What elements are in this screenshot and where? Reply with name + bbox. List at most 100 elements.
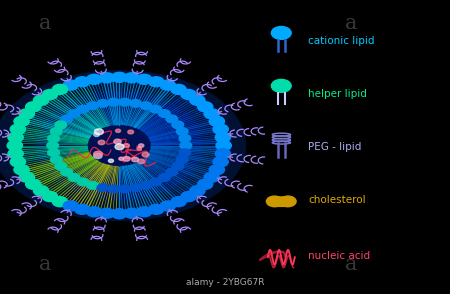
Circle shape bbox=[176, 156, 188, 163]
Circle shape bbox=[150, 105, 162, 113]
Circle shape bbox=[116, 129, 121, 132]
Circle shape bbox=[10, 124, 26, 134]
Text: a: a bbox=[345, 14, 357, 33]
Circle shape bbox=[94, 151, 103, 157]
Circle shape bbox=[181, 89, 196, 99]
Circle shape bbox=[33, 186, 49, 196]
Circle shape bbox=[160, 201, 176, 211]
Circle shape bbox=[172, 121, 184, 129]
Circle shape bbox=[42, 89, 58, 99]
Text: a: a bbox=[345, 255, 357, 274]
Circle shape bbox=[86, 207, 102, 217]
Circle shape bbox=[33, 95, 49, 105]
Circle shape bbox=[19, 172, 35, 182]
Circle shape bbox=[124, 73, 140, 83]
Circle shape bbox=[140, 102, 152, 110]
Circle shape bbox=[138, 159, 144, 164]
Circle shape bbox=[115, 144, 124, 150]
Circle shape bbox=[68, 174, 80, 181]
Circle shape bbox=[158, 110, 170, 117]
Circle shape bbox=[55, 162, 67, 170]
Circle shape bbox=[172, 162, 184, 170]
Circle shape bbox=[216, 141, 231, 151]
Circle shape bbox=[108, 159, 113, 163]
Circle shape bbox=[77, 105, 89, 113]
Text: cationic lipid: cationic lipid bbox=[308, 36, 375, 46]
Circle shape bbox=[47, 142, 58, 149]
Circle shape bbox=[128, 130, 134, 134]
Circle shape bbox=[52, 84, 68, 94]
Circle shape bbox=[119, 98, 130, 106]
Circle shape bbox=[75, 204, 90, 214]
Circle shape bbox=[112, 209, 127, 219]
Circle shape bbox=[148, 77, 164, 87]
Text: a: a bbox=[39, 255, 51, 274]
Circle shape bbox=[61, 168, 72, 176]
Circle shape bbox=[209, 165, 225, 175]
Circle shape bbox=[166, 168, 178, 176]
Circle shape bbox=[87, 102, 99, 110]
Circle shape bbox=[132, 157, 139, 162]
Circle shape bbox=[179, 149, 191, 156]
Circle shape bbox=[94, 153, 102, 158]
Circle shape bbox=[137, 207, 152, 217]
Ellipse shape bbox=[0, 71, 246, 220]
Text: alamy - 2YBG67R: alamy - 2YBG67R bbox=[186, 278, 264, 287]
Circle shape bbox=[86, 74, 102, 84]
Circle shape bbox=[36, 91, 202, 200]
Circle shape bbox=[181, 192, 196, 202]
Circle shape bbox=[48, 135, 59, 142]
Circle shape bbox=[7, 141, 22, 151]
Circle shape bbox=[213, 124, 228, 134]
Circle shape bbox=[61, 115, 72, 123]
Circle shape bbox=[123, 156, 130, 161]
Circle shape bbox=[137, 147, 141, 150]
Circle shape bbox=[50, 156, 62, 163]
Circle shape bbox=[148, 204, 164, 214]
Circle shape bbox=[48, 149, 59, 156]
Circle shape bbox=[114, 139, 121, 144]
Circle shape bbox=[271, 26, 291, 39]
Circle shape bbox=[42, 192, 58, 202]
Circle shape bbox=[94, 129, 104, 135]
Circle shape bbox=[52, 197, 68, 207]
Circle shape bbox=[124, 208, 140, 218]
Circle shape bbox=[130, 184, 141, 191]
Text: a: a bbox=[39, 14, 51, 33]
Circle shape bbox=[160, 80, 176, 90]
Circle shape bbox=[198, 102, 213, 112]
Circle shape bbox=[190, 95, 205, 105]
Circle shape bbox=[97, 184, 109, 191]
Circle shape bbox=[19, 109, 35, 119]
Circle shape bbox=[98, 140, 105, 145]
Circle shape bbox=[50, 128, 62, 135]
Circle shape bbox=[204, 172, 219, 182]
Circle shape bbox=[271, 79, 291, 92]
Circle shape bbox=[97, 100, 109, 107]
Circle shape bbox=[77, 178, 89, 186]
Circle shape bbox=[63, 80, 78, 90]
Circle shape bbox=[112, 72, 127, 82]
Circle shape bbox=[130, 100, 141, 107]
Circle shape bbox=[68, 110, 80, 117]
Circle shape bbox=[266, 196, 283, 207]
Circle shape bbox=[166, 115, 178, 123]
Circle shape bbox=[142, 152, 149, 157]
Circle shape bbox=[14, 116, 29, 126]
Circle shape bbox=[108, 185, 120, 193]
Circle shape bbox=[179, 135, 191, 142]
Text: PEG - lipid: PEG - lipid bbox=[308, 142, 362, 152]
Circle shape bbox=[14, 165, 29, 175]
Circle shape bbox=[140, 181, 152, 189]
Circle shape bbox=[209, 116, 225, 126]
Circle shape bbox=[180, 142, 192, 149]
Circle shape bbox=[87, 181, 99, 189]
Circle shape bbox=[10, 157, 26, 167]
Circle shape bbox=[119, 185, 130, 193]
Circle shape bbox=[8, 149, 23, 159]
Circle shape bbox=[119, 157, 124, 160]
Circle shape bbox=[198, 179, 213, 189]
Circle shape bbox=[190, 186, 205, 196]
Circle shape bbox=[99, 73, 114, 83]
Circle shape bbox=[124, 144, 130, 148]
